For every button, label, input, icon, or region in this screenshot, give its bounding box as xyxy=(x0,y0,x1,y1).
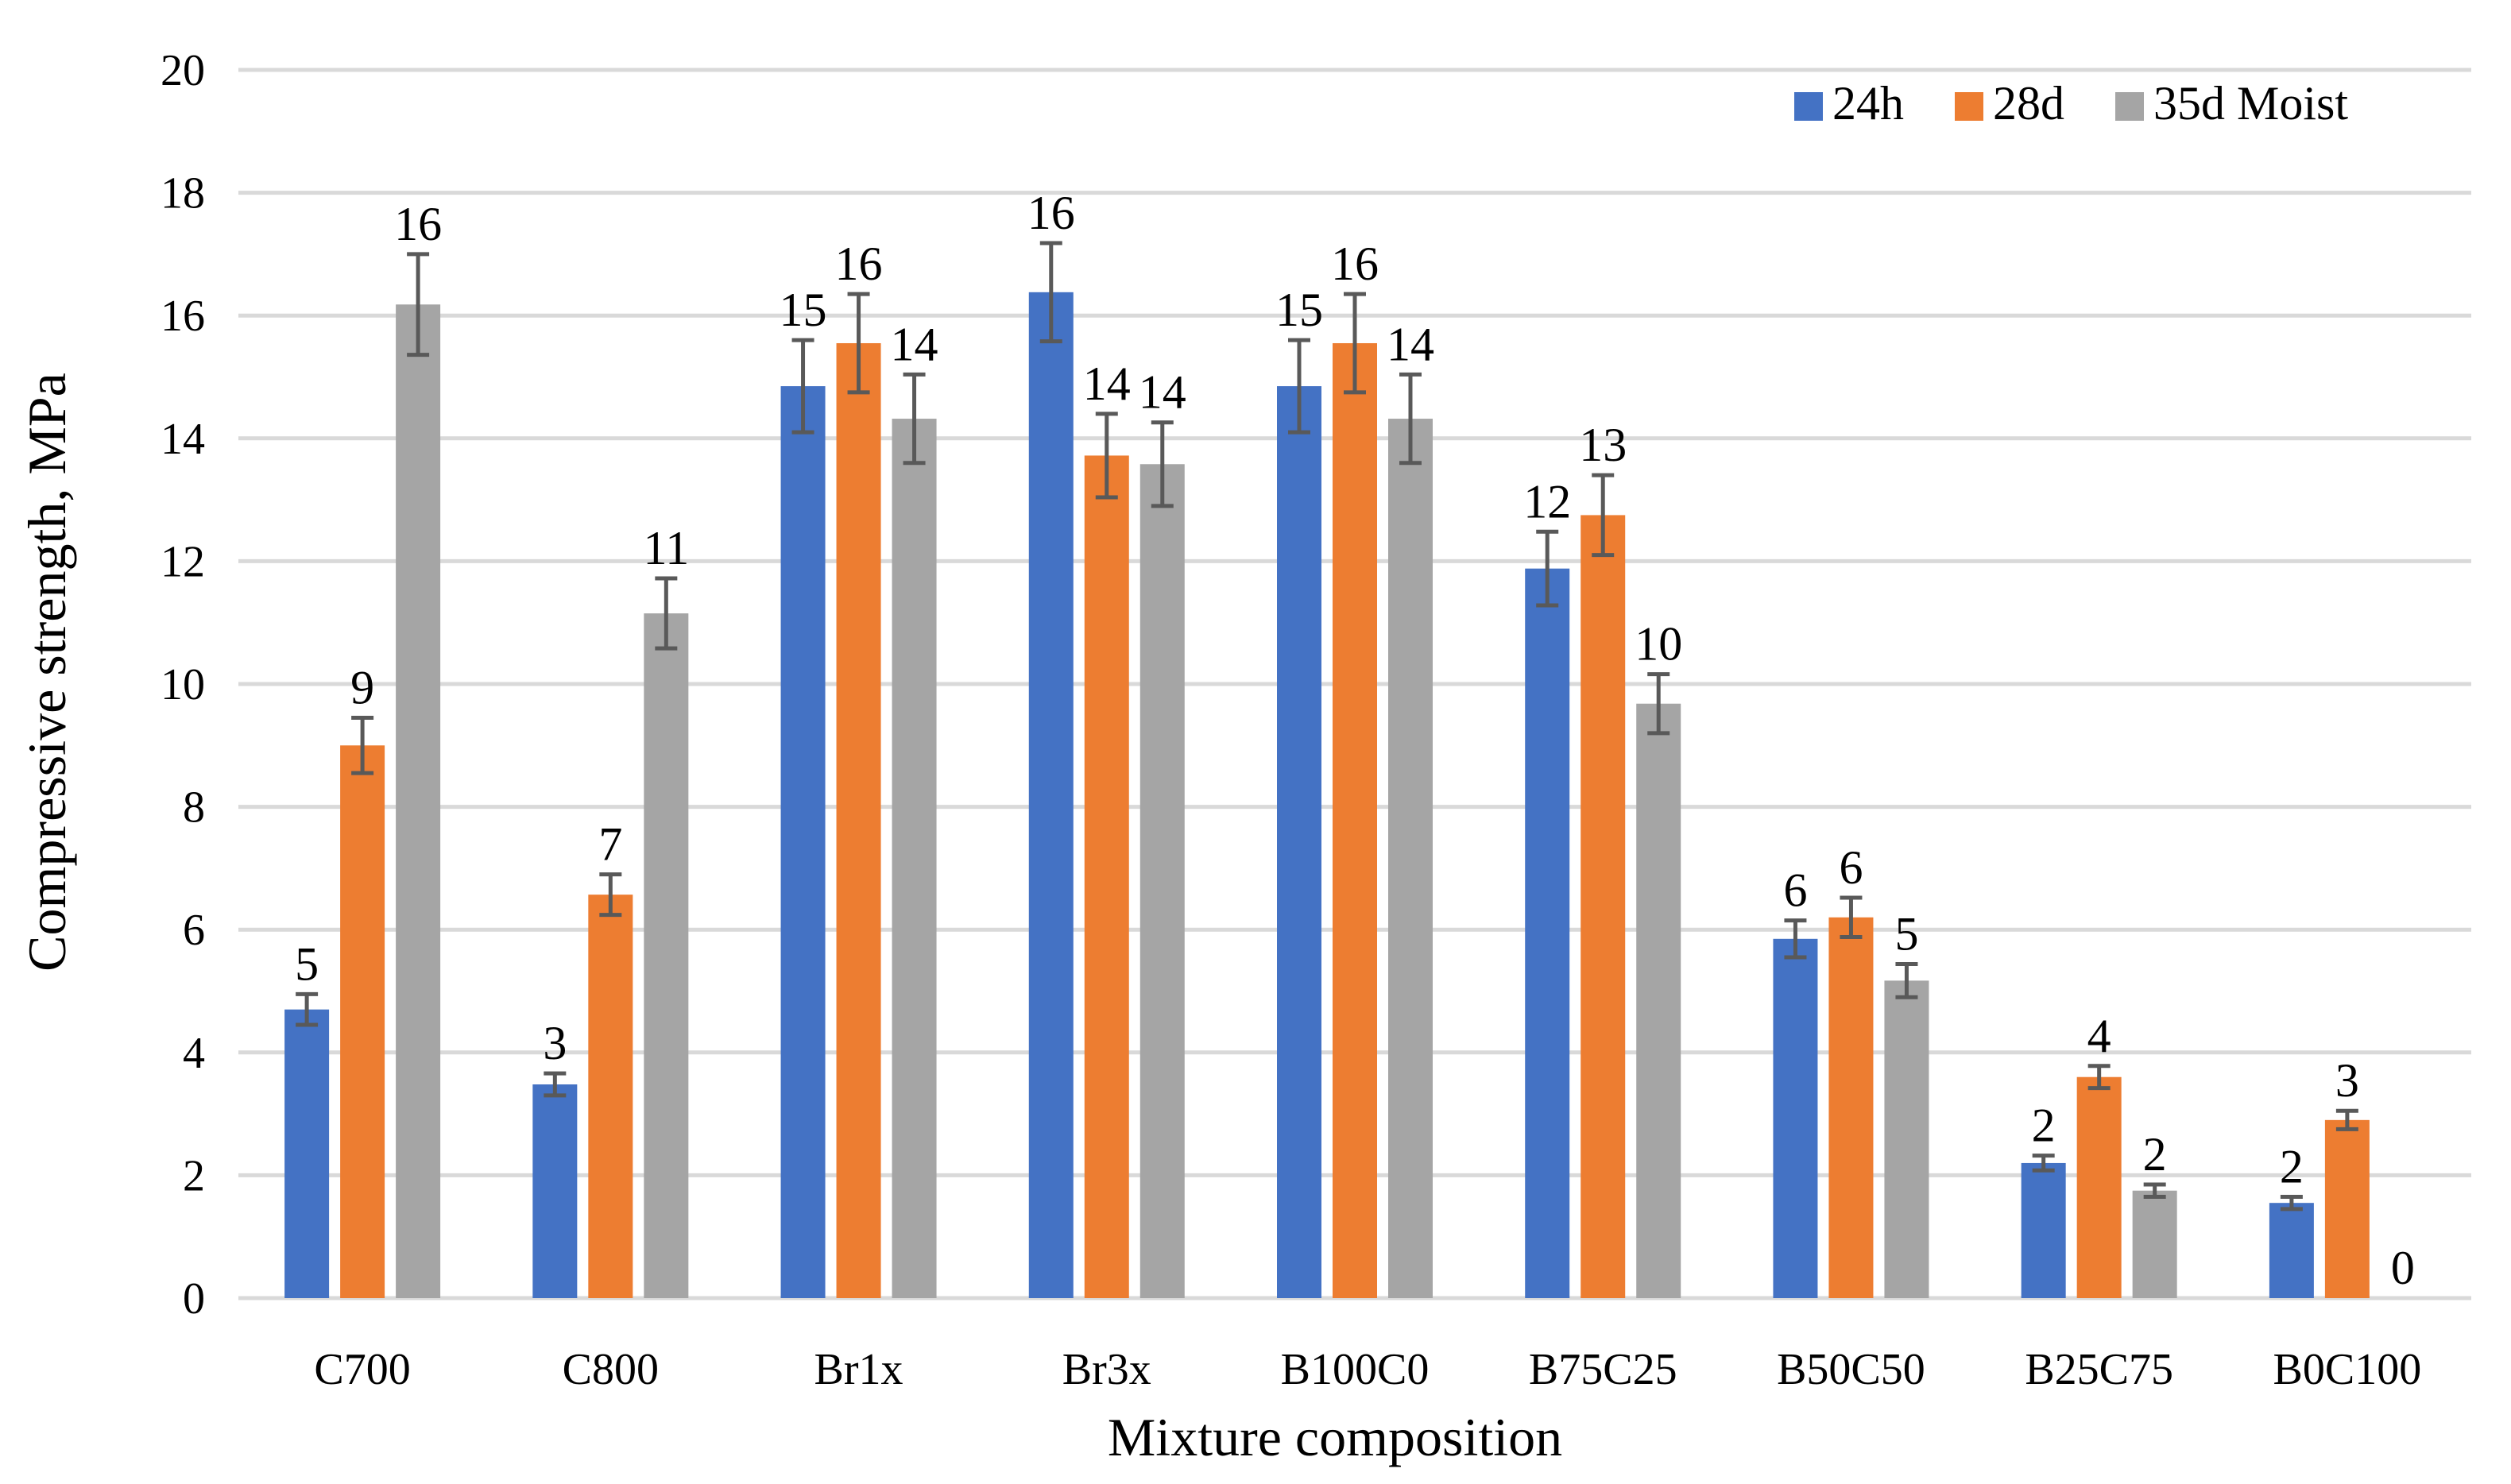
bar-35d-moist-b50c50 xyxy=(1884,980,1929,1298)
data-label: 15 xyxy=(780,284,827,336)
bar-24h-b100c0 xyxy=(1277,386,1321,1299)
bar-35d-moist-c800 xyxy=(644,613,689,1298)
data-label: 0 xyxy=(2391,1242,2415,1294)
bar-28d-br1x xyxy=(836,342,881,1298)
bar-28d-b100c0 xyxy=(1333,342,1377,1298)
legend-label: 28d xyxy=(1993,77,2064,129)
data-label: 5 xyxy=(295,937,319,990)
x-tick-label: Br3x xyxy=(1062,1345,1151,1394)
data-label: 7 xyxy=(598,818,622,871)
bar-28d-b50c50 xyxy=(1828,917,1874,1298)
data-label: 15 xyxy=(1275,284,1323,336)
data-label: 11 xyxy=(643,522,689,574)
bar-35d-moist-br3x xyxy=(1139,464,1185,1298)
bar-35d-moist-b25c75 xyxy=(2132,1190,2177,1298)
y-tick-label: 2 xyxy=(183,1151,205,1200)
data-label: 2 xyxy=(2280,1140,2304,1192)
legend: 24h 28d 35d Moist xyxy=(1794,77,2348,129)
x-tick-label: B25C75 xyxy=(2025,1345,2173,1394)
bar-28d-b75c25 xyxy=(1580,515,1626,1298)
y-tick-label: 16 xyxy=(161,292,205,341)
x-tick-label: C700 xyxy=(314,1345,410,1394)
data-label: 12 xyxy=(1523,475,1571,528)
data-label: 13 xyxy=(1579,419,1627,471)
data-label: 3 xyxy=(2335,1054,2359,1107)
bar-35d-moist-b75c25 xyxy=(1636,703,1681,1298)
y-tick-label: 10 xyxy=(161,660,205,709)
bar-24h-br3x xyxy=(1028,292,1074,1299)
bar-35d-moist-br1x xyxy=(892,419,937,1299)
bar-35d-moist-b100c0 xyxy=(1388,419,1433,1299)
bar-24h-b0c100 xyxy=(2269,1203,2314,1298)
error-bars xyxy=(296,241,2358,1212)
bar-24h-br1x xyxy=(780,386,826,1299)
data-label: 14 xyxy=(1387,318,1434,370)
data-label: 4 xyxy=(2087,1010,2111,1062)
bar-28d-c700 xyxy=(340,745,385,1298)
x-tick-label: B75C25 xyxy=(1529,1345,1677,1394)
y-tick-label: 12 xyxy=(161,537,205,586)
bar-28d-b0c100 xyxy=(2324,1119,2370,1298)
data-label: 14 xyxy=(891,318,938,370)
legend-swatch-28d xyxy=(1955,92,1983,121)
x-tick-label: C800 xyxy=(563,1345,659,1394)
y-tick-label: 0 xyxy=(183,1274,205,1324)
x-axis-title: Mixture composition xyxy=(1108,1407,1562,1467)
data-label: 16 xyxy=(394,198,442,250)
legend-swatch-35d-moist xyxy=(2115,92,2144,121)
data-label: 2 xyxy=(2143,1128,2167,1181)
bars xyxy=(284,292,2370,1299)
bar-24h-c700 xyxy=(284,1009,330,1298)
data-label: 2 xyxy=(2032,1099,2056,1152)
data-label: 5 xyxy=(1894,907,1918,960)
bar-28d-b25c75 xyxy=(2076,1076,2122,1298)
data-label: 3 xyxy=(543,1017,567,1069)
data-label: 16 xyxy=(1331,238,1379,290)
y-tick-label: 20 xyxy=(161,46,205,95)
bar-28d-c800 xyxy=(588,895,633,1298)
x-tick-label: B0C100 xyxy=(2273,1345,2422,1394)
y-axis-title: Compressive strength, MPa xyxy=(17,373,77,972)
axes: Compressive strength, MPa Mixture compos… xyxy=(17,46,2421,1467)
bar-35d-moist-c700 xyxy=(396,304,441,1298)
data-label: 9 xyxy=(350,662,374,714)
bar-24h-c800 xyxy=(532,1084,578,1298)
bar-24h-b25c75 xyxy=(2021,1162,2066,1298)
data-label: 6 xyxy=(1783,864,1807,917)
data-label: 16 xyxy=(1027,187,1075,239)
bar-24h-b50c50 xyxy=(1773,938,1818,1298)
data-label: 10 xyxy=(1635,618,1682,671)
legend-label: 35d Moist xyxy=(2153,77,2348,129)
bar-24h-b75c25 xyxy=(1525,568,1570,1298)
y-tick-label: 18 xyxy=(161,169,205,218)
legend-swatch-24h xyxy=(1794,92,1823,121)
data-label: 16 xyxy=(835,238,883,290)
y-tick-label: 14 xyxy=(161,415,205,464)
data-label: 6 xyxy=(1839,841,1863,894)
data-label: 14 xyxy=(1139,366,1186,419)
x-tick-label: Br1x xyxy=(814,1345,903,1394)
y-tick-label: 8 xyxy=(183,783,205,833)
legend-label: 24h xyxy=(1832,77,1904,129)
x-tick-label: B50C50 xyxy=(1777,1345,1925,1394)
bar-28d-br3x xyxy=(1084,455,1129,1298)
y-tick-label: 4 xyxy=(183,1029,205,1078)
x-tick-label: B100C0 xyxy=(1281,1345,1430,1394)
data-label: 14 xyxy=(1083,357,1131,410)
y-tick-label: 6 xyxy=(183,906,205,955)
